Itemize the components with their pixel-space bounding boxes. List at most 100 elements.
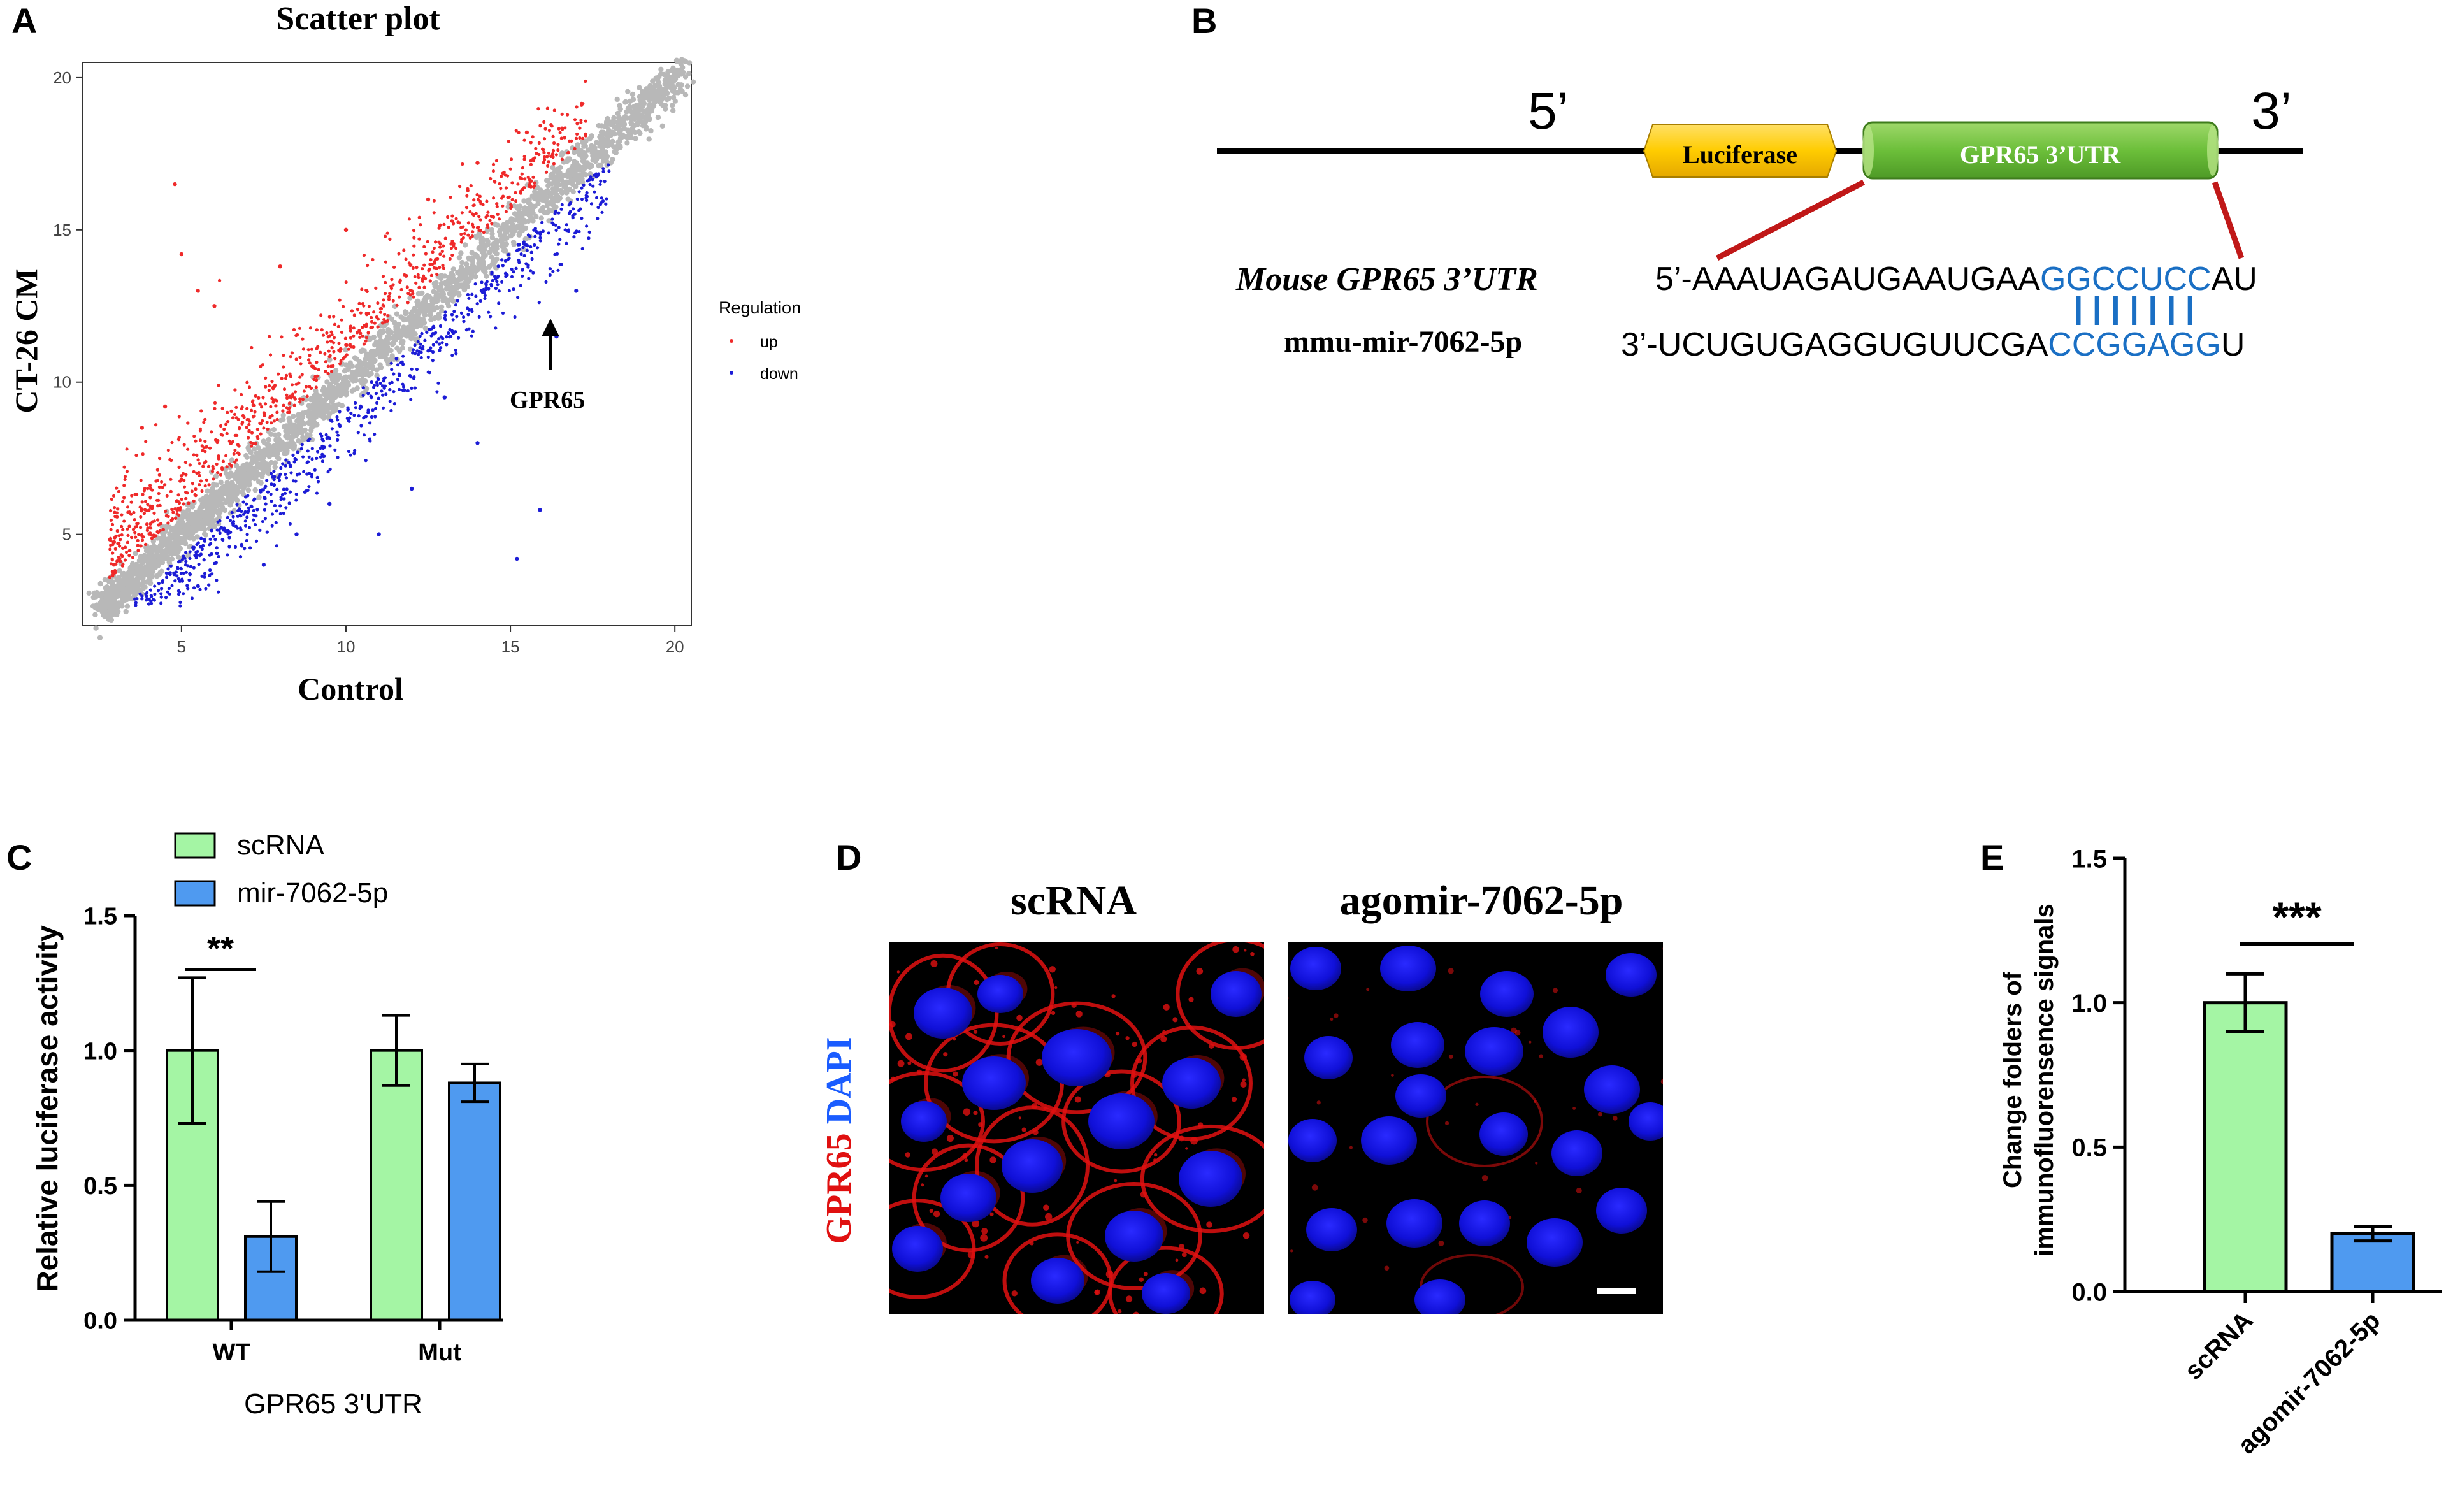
data-point-up	[478, 218, 482, 222]
data-point-down	[243, 547, 247, 551]
data-point-up	[254, 442, 257, 445]
data-point-up	[314, 385, 318, 389]
data-point-up	[136, 522, 140, 526]
data-point-down	[203, 572, 207, 575]
data-point-grey	[481, 249, 487, 255]
data-point-down	[306, 488, 310, 493]
data-point-grey	[182, 512, 187, 517]
data-point-up	[520, 172, 524, 176]
data-point-grey	[519, 213, 525, 219]
gpr65-puncta	[1250, 952, 1255, 956]
data-point-grey	[319, 397, 325, 403]
data-point-up	[542, 161, 545, 164]
data-point-grey	[313, 388, 319, 394]
data-point-down	[295, 473, 299, 477]
data-point-grey	[261, 438, 266, 444]
data-point-down	[319, 446, 322, 450]
data-point-up	[412, 229, 416, 233]
data-point-up	[125, 470, 129, 473]
data-point-grey	[617, 138, 623, 144]
data-point-grey	[256, 463, 262, 469]
data-point-grey	[268, 431, 274, 437]
data-point-grey	[636, 114, 642, 120]
data-point-down	[418, 345, 422, 350]
data-point-grey	[97, 635, 103, 640]
data-point-down	[263, 508, 266, 512]
dapi-nucleus	[1480, 971, 1534, 1017]
data-point-up	[127, 549, 131, 553]
data-point-down	[145, 594, 148, 598]
data-point-grey	[582, 150, 588, 156]
data-point-down	[134, 603, 138, 607]
data-point-up	[292, 403, 296, 407]
data-point-up	[245, 417, 249, 422]
data-point-down	[533, 243, 536, 247]
data-point-down	[382, 377, 386, 381]
data-point-up	[383, 292, 387, 296]
data-point-grey	[553, 184, 559, 190]
data-point-down	[241, 500, 245, 504]
data-point-down	[294, 532, 299, 536]
data-point-up	[475, 192, 479, 197]
data-point-down	[495, 280, 499, 284]
data-point-down	[319, 455, 322, 459]
data-point-up	[428, 263, 432, 266]
data-point-down	[533, 227, 537, 231]
data-point-down	[294, 479, 298, 483]
data-point-up	[273, 384, 277, 387]
data-point-down	[501, 264, 505, 268]
data-point-down	[450, 313, 454, 317]
data-point-down	[396, 378, 400, 382]
data-point-down	[326, 470, 330, 474]
data-point-up	[560, 112, 564, 116]
data-point-grey	[670, 108, 676, 113]
data-point-up	[263, 402, 268, 406]
data-point-up	[126, 533, 130, 538]
data-point-grey	[308, 425, 315, 431]
data-point-grey	[164, 547, 169, 552]
data-point-up	[432, 211, 436, 215]
data-point-down	[238, 555, 243, 559]
data-point-down	[478, 299, 482, 303]
data-point-down	[487, 310, 491, 314]
data-point-grey	[628, 120, 634, 126]
data-point-up	[268, 415, 272, 420]
data-point-down	[603, 180, 607, 184]
data-point-down	[306, 449, 310, 453]
data-point-grey	[266, 436, 271, 443]
data-point-up	[260, 405, 264, 409]
data-point-down	[208, 537, 212, 541]
data-point-up	[174, 516, 178, 521]
gpr65-puncta	[1232, 946, 1239, 953]
data-point-grey	[389, 316, 395, 322]
data-point-up	[531, 175, 535, 179]
data-point-up	[550, 124, 554, 128]
dapi-nucleus	[1105, 1211, 1163, 1262]
data-point-grey	[658, 66, 664, 73]
y-tick-label: 15	[53, 220, 71, 240]
data-point-grey	[635, 122, 640, 127]
data-point-down	[475, 302, 479, 306]
data-point-grey	[438, 284, 444, 289]
data-point-grey	[664, 97, 670, 103]
data-point-up	[119, 553, 123, 557]
gpr65-puncta	[1288, 997, 1289, 1000]
data-point-down	[216, 520, 220, 524]
gpr65-puncta	[1384, 1265, 1390, 1271]
data-point-grey	[409, 310, 415, 316]
data-point-down	[471, 329, 475, 333]
data-point-up	[150, 488, 154, 492]
data-point-down	[186, 587, 190, 591]
seq-bottom-seed: CCGGAGG	[2048, 326, 2221, 363]
data-point-down	[470, 292, 474, 296]
data-point-down	[431, 343, 435, 347]
data-point-grey	[449, 277, 455, 284]
data-point-grey	[114, 586, 120, 591]
data-point-up	[291, 395, 294, 399]
data-point-down	[245, 502, 248, 506]
data-point-up	[262, 426, 266, 430]
data-point-grey	[102, 577, 108, 582]
data-point-down	[572, 235, 576, 239]
data-point-up	[117, 556, 120, 559]
